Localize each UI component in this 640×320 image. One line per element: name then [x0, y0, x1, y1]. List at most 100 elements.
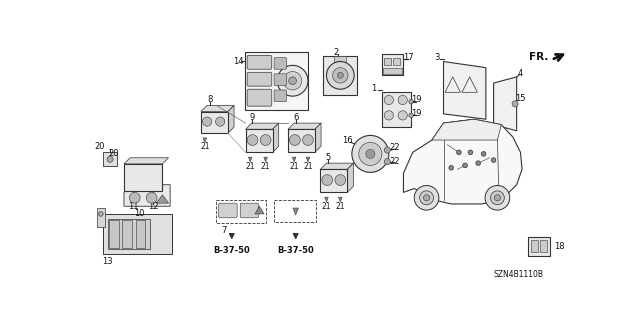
FancyBboxPatch shape [247, 72, 272, 86]
Circle shape [449, 165, 454, 170]
Text: 21: 21 [335, 202, 345, 211]
Circle shape [398, 95, 407, 105]
Text: 17: 17 [404, 53, 414, 62]
Text: SZN4B1110B: SZN4B1110B [493, 270, 543, 279]
Bar [531, 240, 538, 252]
Circle shape [512, 101, 518, 107]
Polygon shape [248, 157, 252, 162]
Circle shape [365, 149, 375, 158]
Bar [122, 220, 132, 248]
FancyBboxPatch shape [143, 168, 159, 185]
Text: 21: 21 [289, 162, 299, 171]
Circle shape [420, 191, 433, 205]
Circle shape [322, 175, 333, 186]
Circle shape [284, 71, 302, 90]
Circle shape [384, 158, 390, 165]
Circle shape [409, 113, 413, 118]
Text: 19: 19 [412, 109, 422, 118]
Text: 20: 20 [108, 149, 118, 158]
Text: 1: 1 [372, 84, 377, 93]
Bar [393, 58, 399, 65]
Text: 3: 3 [435, 53, 440, 62]
Polygon shape [203, 138, 207, 142]
Text: 15: 15 [515, 94, 525, 103]
Bar [384, 58, 391, 65]
Text: 21: 21 [200, 142, 209, 151]
Polygon shape [255, 206, 264, 214]
Polygon shape [124, 158, 168, 164]
Polygon shape [444, 61, 486, 119]
Circle shape [202, 117, 212, 126]
Circle shape [409, 99, 413, 104]
Circle shape [337, 72, 344, 78]
Text: B-37-50: B-37-50 [213, 246, 250, 255]
Circle shape [247, 135, 258, 145]
Text: 14: 14 [234, 57, 244, 66]
Bar [334, 56, 346, 62]
Circle shape [333, 68, 348, 83]
Polygon shape [228, 105, 234, 133]
Polygon shape [432, 119, 501, 140]
Bar [103, 214, 172, 254]
Text: 18: 18 [554, 242, 565, 251]
Polygon shape [246, 123, 279, 129]
Bar [245, 52, 308, 110]
Text: 12: 12 [148, 202, 159, 211]
Text: 8: 8 [207, 95, 213, 105]
Polygon shape [293, 208, 298, 215]
Circle shape [352, 135, 389, 172]
Polygon shape [403, 119, 522, 204]
Polygon shape [288, 123, 321, 129]
Circle shape [485, 186, 509, 210]
Text: 21: 21 [303, 162, 313, 171]
Polygon shape [339, 197, 342, 202]
Circle shape [335, 175, 346, 186]
Circle shape [277, 65, 308, 96]
Circle shape [494, 195, 500, 201]
Circle shape [384, 95, 394, 105]
Polygon shape [124, 185, 170, 206]
Polygon shape [493, 77, 516, 131]
Circle shape [359, 142, 382, 165]
Text: 11: 11 [128, 202, 138, 211]
Text: 21: 21 [322, 202, 332, 211]
Text: 22: 22 [390, 157, 400, 166]
Circle shape [303, 135, 314, 145]
Text: FR.: FR. [529, 52, 548, 62]
Text: 20: 20 [94, 142, 104, 151]
Text: 5: 5 [325, 153, 331, 162]
FancyBboxPatch shape [274, 58, 287, 69]
Text: 9: 9 [249, 113, 254, 122]
Circle shape [289, 135, 300, 145]
Bar [124, 164, 163, 191]
Circle shape [476, 161, 481, 165]
Bar [528, 237, 550, 256]
Circle shape [260, 135, 271, 145]
Polygon shape [324, 197, 328, 202]
Circle shape [463, 163, 467, 168]
Circle shape [384, 111, 394, 120]
Bar [201, 112, 228, 133]
Circle shape [289, 77, 296, 84]
Text: 2: 2 [334, 48, 339, 57]
Circle shape [99, 212, 103, 216]
Bar [274, 200, 316, 222]
FancyBboxPatch shape [219, 203, 237, 218]
Bar [361, 148, 365, 160]
Bar [323, 56, 357, 95]
Bar [382, 92, 411, 127]
FancyBboxPatch shape [247, 89, 272, 106]
Bar [97, 208, 105, 227]
Circle shape [481, 152, 486, 156]
Bar [540, 240, 547, 252]
Bar [246, 129, 273, 152]
Polygon shape [320, 163, 353, 169]
Circle shape [456, 150, 461, 155]
Circle shape [147, 192, 157, 203]
Circle shape [107, 156, 113, 162]
Circle shape [424, 195, 429, 201]
Bar [288, 129, 315, 152]
Polygon shape [315, 123, 321, 152]
Text: 6: 6 [293, 113, 298, 122]
Text: 19: 19 [412, 95, 422, 105]
